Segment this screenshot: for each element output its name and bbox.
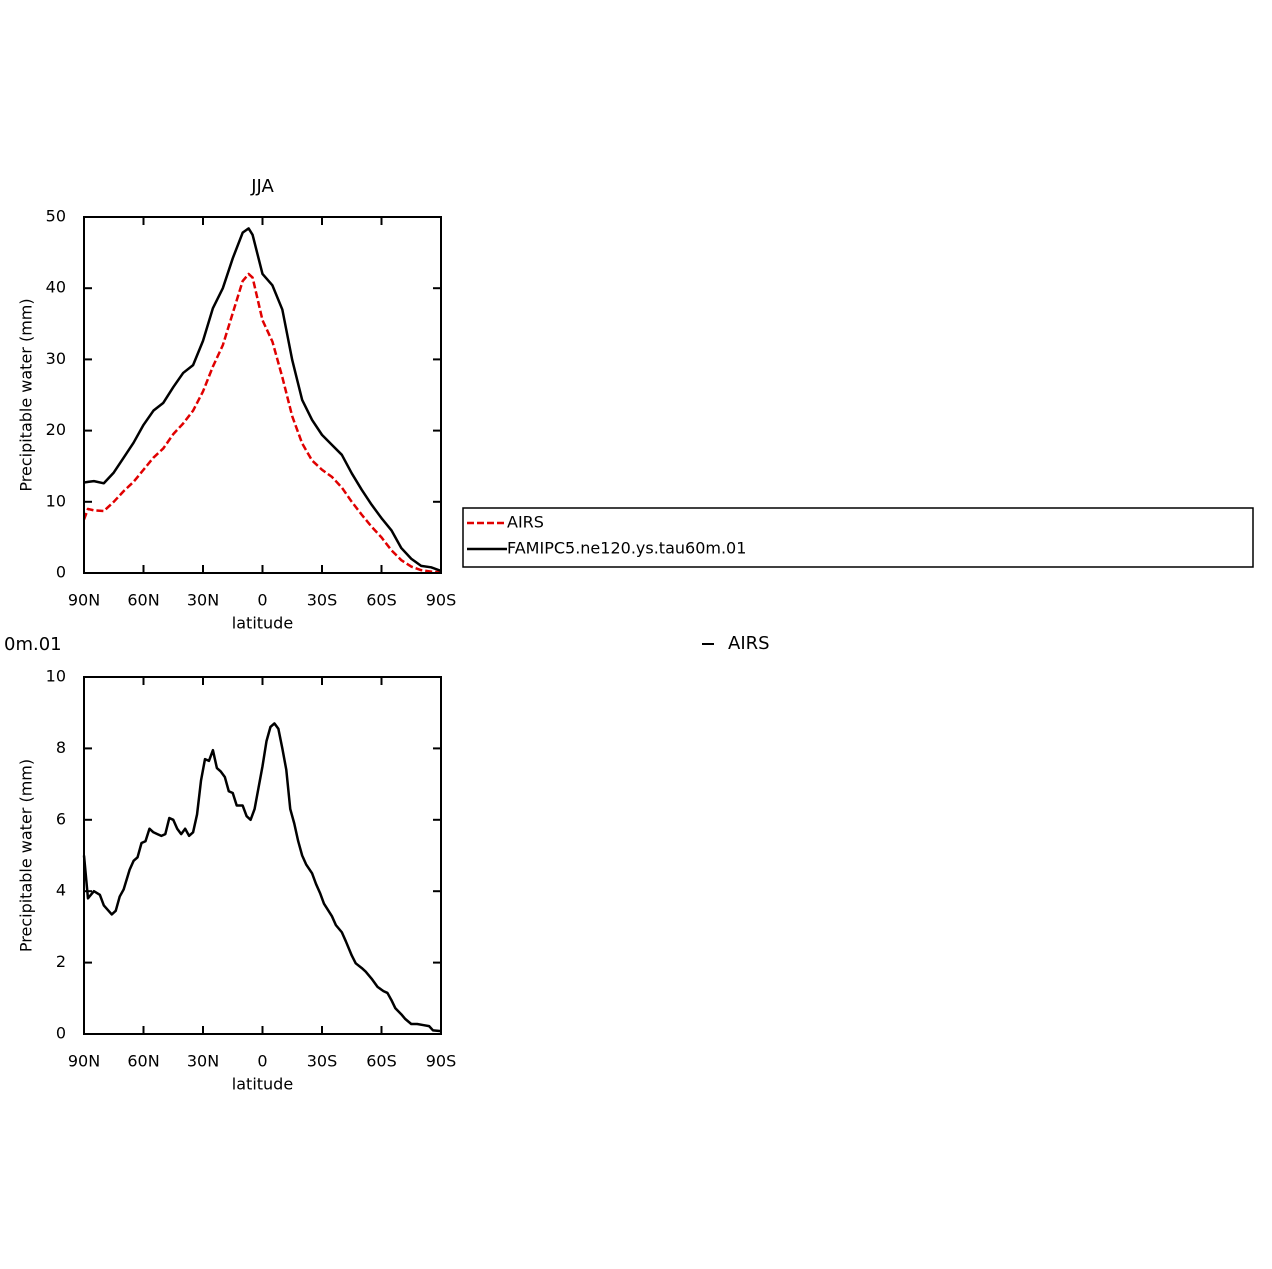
legend-label: FAMIPC5.ne120.ys.tau60m.01 xyxy=(507,539,746,558)
series-line xyxy=(83,227,442,573)
x-tick-label: 30S xyxy=(307,1052,338,1071)
series-line xyxy=(82,272,442,574)
x-tick-label: 30S xyxy=(307,591,338,610)
x-axis-label: latitude xyxy=(232,614,293,633)
x-tick-label: 60N xyxy=(127,591,159,610)
x-tick-label: 30N xyxy=(187,1052,219,1071)
x-tick-label: 30N xyxy=(187,591,219,610)
x-axis-label: latitude xyxy=(232,1075,293,1094)
x-tick-label: 60S xyxy=(366,591,397,610)
y-tick-label: 6 xyxy=(56,809,66,828)
series-line xyxy=(82,722,442,1033)
legend-box xyxy=(462,507,1254,568)
x-tick-label: 0 xyxy=(257,1052,267,1071)
y-tick-label: 20 xyxy=(46,420,66,439)
y-tick-label: 10 xyxy=(46,667,66,686)
y-tick-label: 50 xyxy=(46,207,66,226)
x-tick-label: 60S xyxy=(366,1052,397,1071)
x-tick-label: 60N xyxy=(127,1052,159,1071)
y-tick-label: 2 xyxy=(56,952,66,971)
x-tick-label: 90N xyxy=(68,591,100,610)
annotation: 0m.01 xyxy=(4,634,62,655)
y-tick-label: 4 xyxy=(56,881,66,900)
y-tick-label: 0 xyxy=(56,1024,66,1043)
y-axis-label: Precipitable water (mm) xyxy=(17,298,36,491)
x-tick-label: 90N xyxy=(68,1052,100,1071)
x-tick-label: 90S xyxy=(426,591,457,610)
legend-label: AIRS xyxy=(507,513,544,532)
y-tick-label: 30 xyxy=(46,349,66,368)
y-tick-label: 0 xyxy=(56,563,66,582)
y-tick-label: 40 xyxy=(46,278,66,297)
y-axis-label: Precipitable water (mm) xyxy=(17,759,36,952)
chart-title: JJA xyxy=(250,176,274,197)
x-tick-label: 0 xyxy=(257,591,267,610)
legend-label: AIRS xyxy=(728,633,770,654)
x-tick-label: 90S xyxy=(426,1052,457,1071)
y-tick-label: 8 xyxy=(56,738,66,757)
y-tick-label: 10 xyxy=(46,491,66,510)
